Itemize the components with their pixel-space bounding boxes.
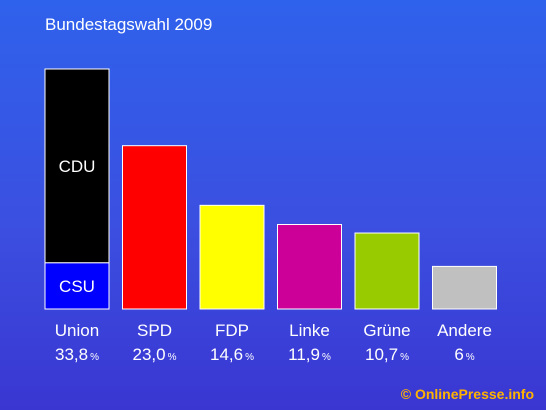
value-label: 11,9%: [270, 345, 350, 365]
category-label: Grüne: [363, 321, 411, 340]
percent-unit: %: [321, 352, 331, 363]
value-label: 23,0%: [115, 345, 195, 365]
value-label: 6%: [425, 345, 505, 365]
percent-unit: %: [90, 352, 99, 363]
category-label: SPD: [137, 321, 172, 340]
copyright-footer: © OnlinePresse.info: [400, 386, 534, 402]
bar-segment-cdu: [44, 68, 110, 264]
value-label: 33,8%: [37, 345, 117, 365]
percent-unit: %: [245, 352, 254, 363]
percent-unit: %: [400, 352, 409, 363]
bar-grüne: [354, 232, 420, 310]
percent-unit: %: [465, 352, 475, 363]
segment-label-csu: CSU: [59, 277, 95, 296]
value-label: 10,7%: [347, 345, 427, 365]
chart-title: Bundestagswahl 2009: [45, 15, 213, 34]
value-number: 10,7: [365, 345, 399, 364]
value-number: 23,0: [132, 345, 166, 364]
value-number: 14,6: [210, 345, 244, 364]
percent-unit: %: [167, 352, 177, 363]
category-label: Union: [54, 321, 100, 340]
category-label: Andere: [437, 321, 492, 340]
bar-linke: [277, 224, 342, 310]
value-label: 14,6%: [192, 345, 272, 365]
bar-spd: [122, 145, 187, 310]
value-number: 33,8: [55, 345, 89, 364]
category-label: Linke: [289, 321, 330, 340]
segment-label-cdu: CDU: [59, 157, 96, 176]
category-label: FDP: [215, 321, 249, 340]
bar-segment-csu: [44, 262, 110, 310]
bar-andere: [432, 265, 497, 310]
value-number: 6: [454, 345, 464, 364]
value-number: 11,9: [288, 345, 320, 364]
bar-fdp: [199, 204, 265, 310]
